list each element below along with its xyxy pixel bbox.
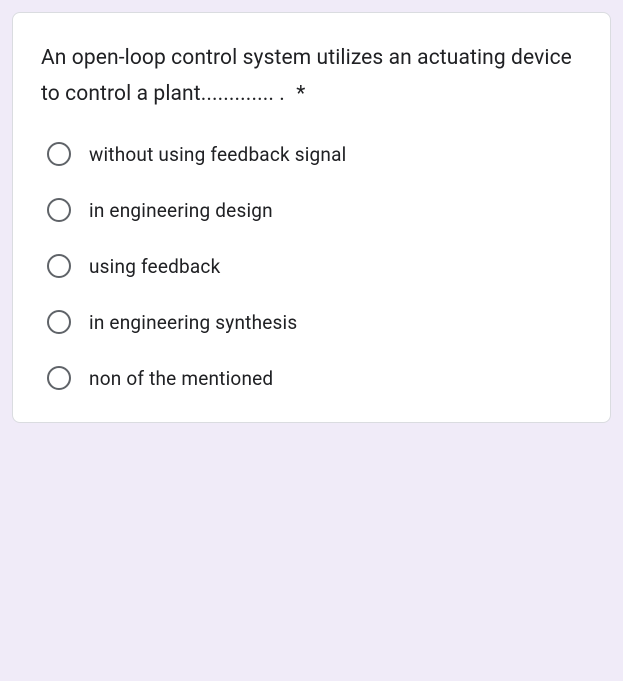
radio-icon[interactable] <box>47 254 71 278</box>
option-4[interactable]: non of the mentioned <box>47 366 582 390</box>
question-text-content: An open-loop control system utilizes an … <box>41 46 572 106</box>
radio-icon[interactable] <box>47 310 71 334</box>
required-asterisk: * <box>296 82 305 106</box>
option-label: non of the mentioned <box>89 367 273 390</box>
radio-icon[interactable] <box>47 198 71 222</box>
radio-icon[interactable] <box>47 366 71 390</box>
question-text: An open-loop control system utilizes an … <box>41 41 582 112</box>
option-2[interactable]: using feedback <box>47 254 582 278</box>
question-card: An open-loop control system utilizes an … <box>12 12 611 423</box>
option-label: in engineering design <box>89 199 273 222</box>
radio-icon[interactable] <box>47 142 71 166</box>
option-label: without using feedback signal <box>89 143 346 166</box>
option-1[interactable]: in engineering design <box>47 198 582 222</box>
option-0[interactable]: without using feedback signal <box>47 142 582 166</box>
option-label: in engineering synthesis <box>89 311 297 334</box>
options-group: without using feedback signal in enginee… <box>41 142 582 390</box>
option-3[interactable]: in engineering synthesis <box>47 310 582 334</box>
option-label: using feedback <box>89 255 220 278</box>
